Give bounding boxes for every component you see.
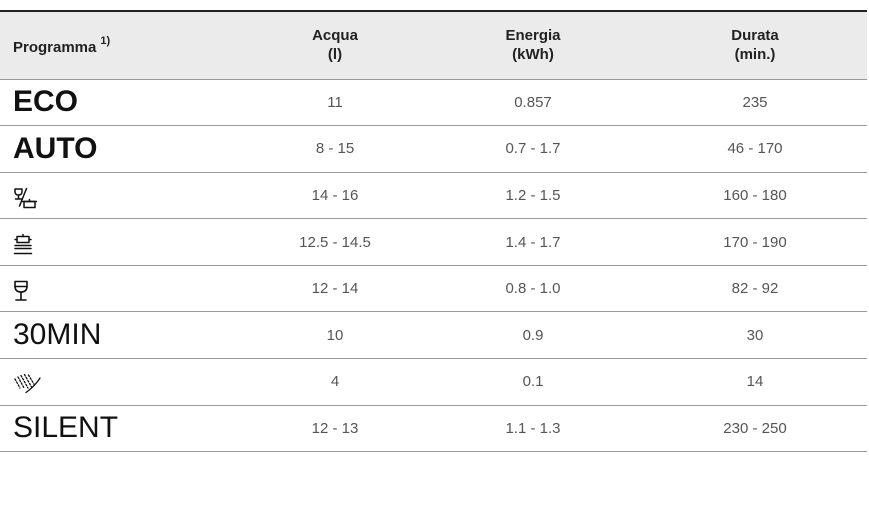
pot-intensive-icon bbox=[13, 233, 33, 255]
durata-value: 230 - 250 bbox=[723, 419, 787, 437]
table-row: 4 0.1 14 bbox=[0, 358, 867, 406]
energia-value: 0.1 bbox=[522, 373, 544, 391]
acqua-value: 14 - 16 bbox=[311, 186, 359, 204]
header-durata: Durata (min.) bbox=[731, 27, 779, 64]
table-row: 12.5 - 14.5 1.4 - 1.7 170 - 190 bbox=[0, 218, 867, 266]
durata-value: 82 - 92 bbox=[731, 280, 779, 298]
header-acqua: Acqua (l) bbox=[312, 27, 358, 64]
durata-value: 170 - 190 bbox=[723, 233, 787, 251]
program-name: AUTO bbox=[13, 131, 98, 165]
energia-value: 0.7 - 1.7 bbox=[505, 140, 561, 158]
acqua-value: 8 - 15 bbox=[315, 140, 355, 158]
program-consumption-table: Programma 1) Acqua (l) Energia (kWh) Durata… bbox=[0, 10, 867, 452]
rinse-spray-icon bbox=[13, 373, 41, 395]
acqua-value: 12 - 14 bbox=[311, 280, 359, 298]
table-row: SILENT 12 - 13 1.1 - 1.3 230 - 250 bbox=[0, 405, 867, 452]
program-name: 30MIN bbox=[13, 318, 102, 352]
acqua-value: 10 bbox=[326, 326, 344, 344]
table-row: 30MIN 10 0.9 30 bbox=[0, 311, 867, 359]
energia-value: 0.857 bbox=[514, 93, 552, 111]
header-programma: Programma 1) bbox=[13, 34, 111, 56]
header-energia: Energia (kWh) bbox=[505, 27, 561, 64]
program-icon-cell bbox=[0, 359, 247, 406]
program-icon-cell bbox=[0, 172, 247, 219]
acqua-value: 12 - 13 bbox=[311, 419, 359, 437]
table-row: 14 - 16 1.2 - 1.5 160 - 180 bbox=[0, 172, 867, 219]
program-icon-cell bbox=[0, 265, 247, 312]
energia-value: 1.1 - 1.3 bbox=[505, 419, 561, 437]
energia-value: 1.4 - 1.7 bbox=[505, 233, 561, 251]
wine-glass-icon bbox=[13, 280, 29, 302]
program-name: ECO bbox=[13, 85, 79, 119]
table-row: AUTO 8 - 15 0.7 - 1.7 46 - 170 bbox=[0, 125, 867, 173]
energia-value: 0.8 - 1.0 bbox=[505, 280, 561, 298]
energia-value: 1.2 - 1.5 bbox=[505, 186, 561, 204]
acqua-value: 11 bbox=[327, 93, 343, 111]
table-row: 12 - 14 0.8 - 1.0 82 - 92 bbox=[0, 265, 867, 312]
durata-value: 46 - 170 bbox=[727, 140, 783, 158]
durata-value: 235 bbox=[742, 93, 768, 111]
program-name: SILENT bbox=[13, 411, 119, 445]
durata-value: 30 bbox=[746, 326, 764, 344]
program-icon-cell bbox=[0, 219, 247, 266]
durata-value: 14 bbox=[746, 373, 764, 391]
footnote-marker: 1) bbox=[100, 34, 111, 47]
program-table-container: Programma 1) Acqua (l) Energia (kWh) Durata… bbox=[0, 10, 867, 452]
table-header-row: Programma 1) Acqua (l) Energia (kWh) Durata… bbox=[0, 11, 867, 79]
energia-value: 0.9 bbox=[522, 326, 544, 344]
acqua-value: 4 bbox=[330, 373, 340, 391]
table-row: ECO 11 0.857 235 bbox=[0, 79, 867, 126]
glass-and-pot-icon bbox=[13, 187, 37, 209]
durata-value: 160 - 180 bbox=[723, 186, 787, 204]
acqua-value: 12.5 - 14.5 bbox=[299, 233, 371, 251]
